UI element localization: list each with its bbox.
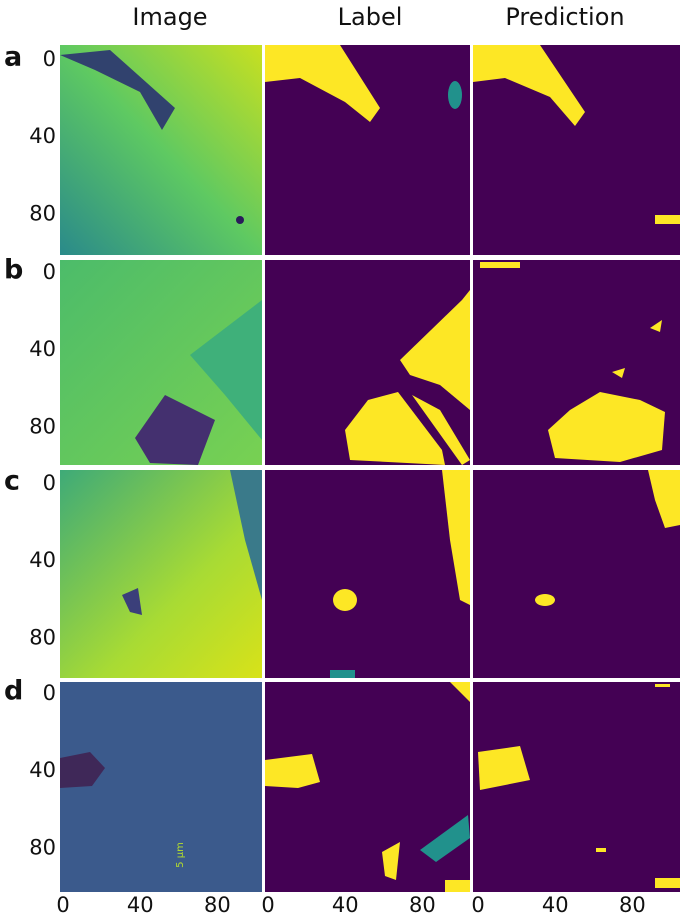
panel-label (265, 45, 470, 255)
panel-label (265, 470, 470, 678)
row-label: c (4, 466, 20, 497)
y-tick-label: 0 (43, 260, 56, 284)
panel-prediction (473, 682, 680, 892)
x-tick-label: 40 (332, 893, 359, 917)
y-tick-label: 80 (29, 625, 56, 649)
scale-bar-label: 5 μm (175, 842, 186, 868)
row-label: d (4, 676, 23, 707)
y-tick-label: 40 (29, 548, 56, 572)
x-tick-label: 80 (409, 893, 436, 917)
y-tick-label: 0 (43, 471, 56, 495)
y-tick-label: 80 (29, 201, 56, 225)
x-tick-label: 0 (471, 893, 484, 917)
x-tick-label: 0 (56, 893, 69, 917)
row-label: b (4, 255, 23, 286)
column-header: Label (338, 3, 403, 31)
panel-prediction (473, 45, 680, 255)
y-tick-label: 80 (29, 835, 56, 859)
y-tick-label: 80 (29, 414, 56, 438)
panel-image (60, 260, 262, 465)
panel-image (60, 45, 262, 255)
panel-label (265, 260, 470, 465)
row-label: a (4, 42, 22, 73)
panel-image (60, 470, 262, 678)
column-header: Image (132, 3, 207, 31)
x-tick-label: 80 (204, 893, 231, 917)
y-tick-label: 40 (29, 124, 56, 148)
y-tick-label: 0 (43, 681, 56, 705)
column-header: Prediction (505, 3, 624, 31)
y-tick-label: 40 (29, 337, 56, 361)
x-tick-label: 80 (619, 893, 646, 917)
x-tick-label: 40 (542, 893, 569, 917)
y-tick-label: 0 (43, 47, 56, 71)
panel-label (265, 682, 470, 892)
panel-image: 5 μm (60, 682, 262, 892)
x-tick-label: 0 (261, 893, 274, 917)
panel-prediction (473, 470, 680, 678)
x-tick-label: 40 (127, 893, 154, 917)
panel-prediction (473, 260, 680, 465)
y-tick-label: 40 (29, 758, 56, 782)
